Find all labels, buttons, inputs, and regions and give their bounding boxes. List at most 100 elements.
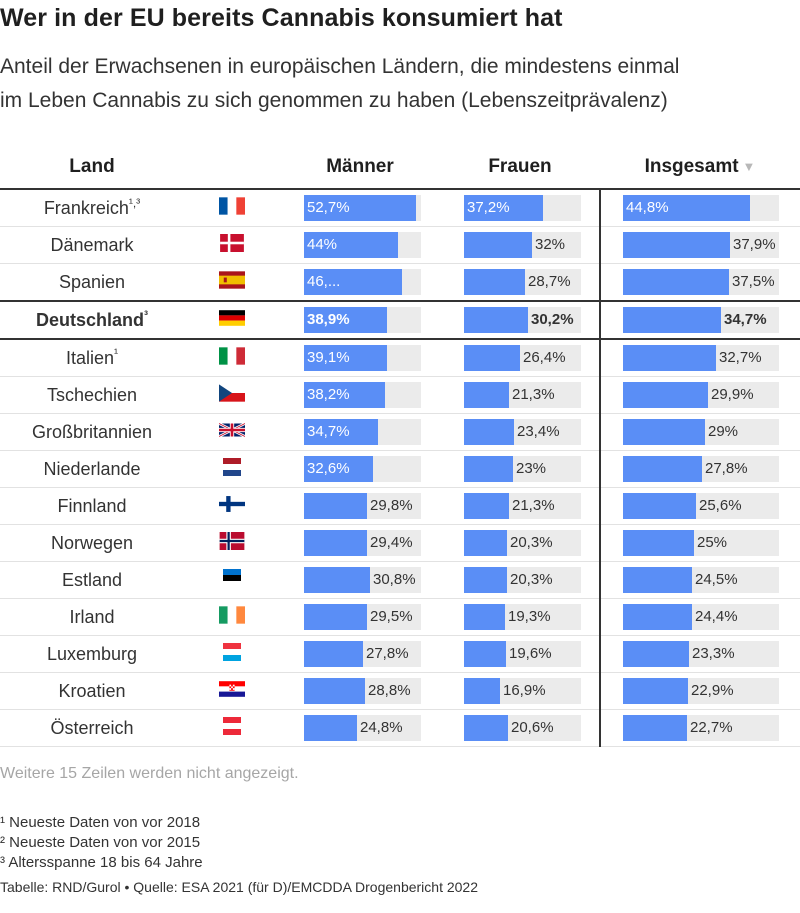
value-cell-frauen: 30,2% [440, 300, 601, 340]
value-cell-maenner: 27,8% [280, 635, 440, 673]
value-cell-insgesamt: 25,6% [600, 487, 800, 525]
country-label: Italien [65, 347, 115, 368]
bar-frauen [464, 307, 528, 333]
value-label: 20,3% [510, 534, 553, 551]
flag-es-icon [219, 270, 245, 294]
column-header-maenner[interactable]: Männer [280, 146, 440, 190]
value-label: 24,8% [360, 719, 403, 736]
value-label: 24,5% [695, 571, 738, 588]
country-name: Luxemburg [0, 635, 184, 673]
value-label: 32% [535, 236, 566, 253]
column-header-insgesamt-label: Insgesamt [644, 156, 739, 177]
table-row: Österreich 24,8% 20,6% 22,7% [0, 709, 800, 747]
bar-insgesamt [623, 456, 702, 482]
value-cell-maenner: 32,6% [280, 450, 440, 488]
bar-track: 44,8% [623, 195, 779, 221]
column-header-frauen[interactable]: Frauen [440, 146, 600, 190]
value-label: 19,6% [509, 645, 552, 662]
flag-at-icon [219, 716, 245, 740]
value-label: 28,7% [528, 273, 571, 290]
bar-track: 34,7% [623, 307, 779, 333]
flag-gb-icon [218, 421, 246, 444]
bar-frauen [464, 456, 513, 482]
bar-track: 32,7% [623, 345, 779, 371]
country-name: Kroatien [0, 672, 184, 710]
flag-cell [184, 709, 280, 747]
table-row: Irland 29,5% 19,3% 24,4% [0, 598, 800, 636]
value-cell-maenner: 29,8% [280, 487, 440, 525]
value-cell-maenner: 30,8% [280, 561, 440, 599]
column-header-insgesamt[interactable]: Insgesamt ▼ [600, 146, 800, 190]
flag-hr-icon [219, 680, 245, 703]
value-cell-insgesamt: 24,5% [600, 561, 800, 599]
value-label: 22,7% [690, 719, 733, 736]
value-cell-frauen: 20,6% [440, 709, 601, 747]
value-cell-insgesamt: 23,3% [600, 635, 800, 673]
subtitle-line: im Leben Cannabis zu sich genommen zu ha… [0, 89, 668, 112]
bar-maenner [304, 530, 367, 556]
flag-cell [184, 524, 280, 562]
table-row: Estland 30,8% 20,3% 24,5% [0, 561, 800, 599]
value-cell-insgesamt: 37,5% [600, 263, 800, 302]
value-cell-insgesamt: 29,9% [600, 376, 800, 414]
country-label: Frankreich [43, 197, 129, 218]
bar-track: 26,4% [464, 345, 581, 371]
value-label: 23% [516, 460, 547, 477]
table-body: Frankreich¹,³ 52,7% 37,2% 44,8% Dänemark 44% 3… [0, 189, 800, 747]
bar-track: 21,3% [464, 493, 581, 519]
value-label: 25% [697, 534, 728, 551]
bar-insgesamt [623, 232, 730, 258]
bar-track: 34,7% [304, 419, 421, 445]
flag-ee-icon [219, 568, 245, 592]
value-label: 34,7% [724, 311, 767, 328]
chart-title: Wer in der EU bereits Cannabis konsumier… [0, 4, 563, 32]
country-label: Deutschland [35, 309, 145, 330]
value-label: 19,3% [508, 608, 551, 625]
value-cell-insgesamt: 24,4% [600, 598, 800, 636]
sort-descending-icon[interactable]: ▼ [742, 159, 756, 174]
flag-cell [184, 189, 280, 227]
bar-insgesamt [623, 530, 694, 556]
bar-track: 27,8% [623, 456, 779, 482]
value-label: 26,4% [523, 349, 566, 366]
footnotes: ¹ Neueste Daten von vor 2018 ² Neueste D… [0, 813, 203, 873]
bar-track: 29,8% [304, 493, 421, 519]
flag-cell [184, 487, 280, 525]
value-label: 28,8% [368, 682, 411, 699]
value-label: 29,5% [370, 608, 413, 625]
column-header-land[interactable]: Land [0, 146, 184, 190]
value-cell-frauen: 20,3% [440, 524, 601, 562]
value-label: 44% [307, 236, 338, 253]
bar-track: 19,6% [464, 641, 581, 667]
value-label: 38,9% [307, 311, 350, 328]
table-row: Italien¹ 39,1% 26,4% 32,7% [0, 339, 800, 377]
value-label: 37,2% [467, 199, 510, 216]
bar-track: 22,9% [623, 678, 779, 704]
table-row: Frankreich¹,³ 52,7% 37,2% 44,8% [0, 189, 800, 227]
table-row: Niederlande 32,6% 23% 27,8% [0, 450, 800, 488]
country-name: Niederlande [0, 450, 184, 488]
bar-track: 25,6% [623, 493, 779, 519]
value-cell-maenner: 34,7% [280, 413, 440, 451]
country-label: Luxemburg [46, 643, 138, 664]
country-label: Dänemark [50, 234, 134, 255]
country-name: Estland [0, 561, 184, 599]
value-label: 24,4% [695, 608, 738, 625]
country-label: Kroatien [58, 680, 126, 701]
flag-cell [184, 339, 280, 377]
value-label: 29,8% [370, 497, 413, 514]
value-cell-insgesamt: 29% [600, 413, 800, 451]
bar-track: 20,3% [464, 530, 581, 556]
bar-maenner [304, 641, 363, 667]
value-cell-insgesamt: 22,9% [600, 672, 800, 710]
bar-track: 30,2% [464, 307, 581, 333]
bar-insgesamt [623, 307, 721, 333]
value-cell-frauen: 28,7% [440, 263, 601, 302]
bar-insgesamt [623, 715, 687, 741]
bar-track: 38,9% [304, 307, 421, 333]
value-label: 22,9% [691, 682, 734, 699]
bar-maenner [304, 678, 365, 704]
value-label: 38,2% [307, 386, 350, 403]
data-table: Land Männer Frauen Insgesamt ▼ Frankreich… [0, 146, 800, 747]
table-row: Luxemburg 27,8% 19,6% 23,3% [0, 635, 800, 673]
